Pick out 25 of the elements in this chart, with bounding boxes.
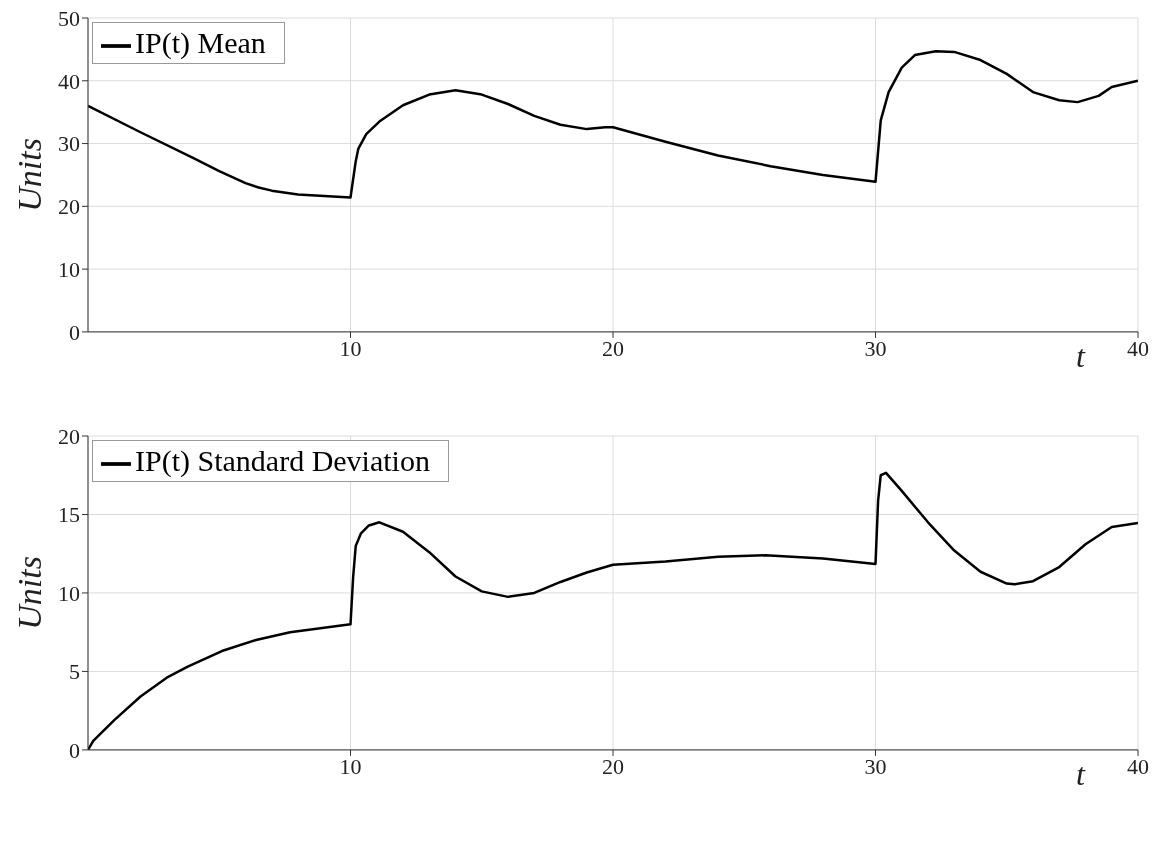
y-tick-label: 50 [58,5,80,31]
y-axis-title: Units [11,556,49,630]
y-tick-label: 20 [58,194,80,220]
y-tick-label: 20 [58,423,80,449]
y-tick-label: 40 [58,68,80,94]
y-tick-label: 15 [58,502,80,528]
x-tick-label: 10 [339,753,362,779]
y-tick-label: 5 [69,659,80,685]
x-axis-title: t [1076,755,1087,792]
x-axis-title: t [1076,337,1087,374]
legend-label: IP(t) Mean [135,26,266,59]
y-axis-title: Units [11,138,49,212]
y-tick-label: 10 [58,580,80,606]
x-tick-label: 30 [864,753,887,779]
legend-label: IP(t) Standard Deviation [135,444,430,477]
y-tick-label: 0 [69,737,80,763]
x-tick-label: 40 [1127,335,1149,361]
y-tick-label: 30 [58,131,80,157]
x-tick-label: 10 [339,335,362,361]
x-tick-label: 20 [602,753,624,779]
x-tick-label: 20 [602,335,624,361]
x-tick-label: 30 [864,335,887,361]
y-tick-label: 10 [58,256,80,282]
y-tick-label: 0 [69,319,80,345]
x-tick-label: 40 [1127,753,1149,779]
